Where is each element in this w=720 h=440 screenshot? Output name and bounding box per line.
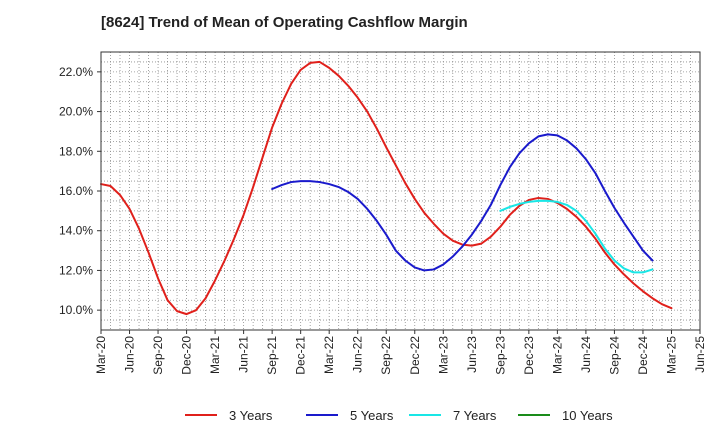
legend-label-10-years: 10 Years [562,407,613,423]
x-tick-label: Dec-24 [636,336,650,375]
y-tick-label: 18.0% [59,144,93,158]
x-tick-label: Dec-22 [408,336,422,375]
plot-area [100,51,701,331]
x-tick-label: Sep-22 [379,336,393,375]
y-tick-label: 14.0% [59,224,93,238]
x-tick-label: Jun-25 [693,336,707,373]
x-tick-label: Mar-25 [664,336,678,374]
chart-title: [8624] Trend of Mean of Operating Cashfl… [101,14,468,31]
y-tick-label: 20.0% [59,105,93,119]
y-tick-label: 22.0% [59,65,93,79]
x-tick-label: Sep-21 [265,336,279,375]
y-tick-label: 16.0% [59,184,93,198]
legend-item-3-years: 3 Years [185,404,272,426]
x-tick-label: Jun-22 [351,336,365,373]
legend-item-10-years: 10 Years [518,404,613,426]
x-tick-label: Dec-21 [294,336,308,375]
x-axis: Mar-20 Jun-20 Sep-20 Dec-20 Mar-21 Jun-21 Sep-… [94,330,707,375]
x-tick-label: Sep-20 [151,336,165,375]
legend-item-5-years: 5 Years [306,404,393,426]
x-tick-label: Mar-22 [322,336,336,374]
x-tick-label: Dec-20 [180,336,194,375]
y-tick-label: 10.0% [59,303,93,317]
legend-swatch-3-years [185,414,217,416]
x-tick-label: Sep-24 [607,336,621,375]
x-tick-label: Mar-21 [208,336,222,374]
y-tick-label: 12.0% [59,263,93,277]
x-tick-label: Mar-23 [436,336,450,374]
legend-swatch-10-years [518,414,550,416]
legend-item-7-years: 7 Years [409,404,496,426]
y-axis: 10.0% 12.0% 14.0% 16.0% 18.0% 20.0% 22.0% [59,65,101,317]
x-tick-label: Dec-23 [522,336,536,375]
legend: 3 Years 5 Years 7 Years 10 Years [0,404,720,426]
x-tick-label: Jun-20 [123,336,137,373]
series-line-3-years [100,60,673,316]
x-tick-label: Mar-24 [550,336,564,374]
series-lines [100,60,673,316]
series-line-7-years [499,199,654,274]
legend-label-3-years: 3 Years [229,407,273,423]
legend-swatch-7-years [409,414,441,416]
x-tick-label: Sep-23 [493,336,507,375]
legend-label-7-years: 7 Years [453,407,497,423]
x-tick-label: Jun-24 [579,336,593,373]
legend-label-5-years: 5 Years [350,407,394,423]
legend-swatch-5-years [306,414,338,416]
x-tick-label: Jun-21 [237,336,251,373]
x-tick-label: Mar-20 [94,336,108,374]
series-line-5-years [271,133,654,272]
x-tick-label: Jun-23 [465,336,479,373]
grid [101,52,700,330]
